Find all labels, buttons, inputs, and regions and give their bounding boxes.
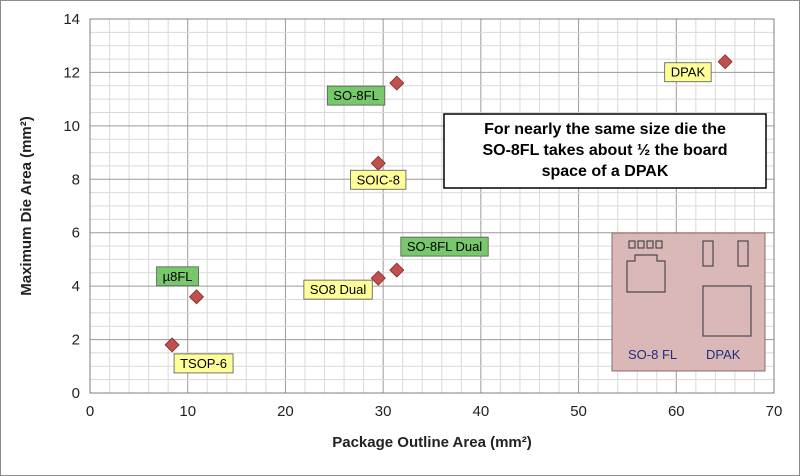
data-point	[389, 262, 405, 278]
annotation-line: SO-8FL takes about ½ the board	[482, 142, 727, 159]
x-tick-label: 40	[473, 403, 490, 420]
dpak-pads-icon	[702, 240, 752, 337]
y-tick-label: 0	[72, 385, 80, 402]
data-point	[389, 75, 405, 91]
point-labels: TSOP-6 µ8FL SO8 Dual SO-8FL Dual SOIC-8 SO-8F…	[156, 62, 712, 374]
point-label-box	[664, 62, 712, 83]
so8fl-pads-icon	[626, 240, 666, 293]
point-label: SOIC-8	[350, 169, 407, 190]
y-axis-title: Maximum Die Area (mm²)	[18, 116, 35, 296]
point-label-box	[156, 266, 199, 287]
y-tick-label: 6	[72, 225, 80, 242]
x-axis-title: Package Outline Area (mm²)	[332, 434, 532, 451]
package-inset: SO-8 FL DPAK	[611, 232, 766, 372]
point-label: SO8 Dual	[303, 279, 373, 300]
point-label: TSOP-6	[173, 353, 234, 374]
point-label-text: DPAK	[671, 65, 706, 80]
y-tick-label: 8	[72, 171, 80, 188]
y-tick-label: 4	[72, 278, 80, 295]
point-label: DPAK	[664, 62, 712, 83]
point-label: µ8FL	[156, 266, 199, 287]
point-label-box	[326, 85, 386, 106]
annotation-line: space of a DPAK	[542, 163, 669, 180]
x-tick-label: 30	[375, 403, 392, 420]
x-tick-label: 50	[570, 403, 587, 420]
annotation-line: For nearly the same size die the	[484, 121, 726, 138]
point-label-box	[350, 169, 407, 190]
y-tick-label: 14	[63, 11, 80, 28]
x-tick-label: 70	[766, 403, 783, 420]
point-label-text: TSOP-6	[180, 356, 227, 371]
point-label-box	[400, 236, 489, 257]
point-label-text: SOIC-8	[357, 172, 400, 187]
tick-labels: 0 10 20 30 40 50 60 70 0 2 4 6 8 10 12 14	[63, 11, 782, 420]
plot-frame	[89, 18, 775, 394]
inset-label-so8fl: SO-8 FL	[628, 347, 677, 362]
inset-background	[611, 232, 766, 372]
x-tick-label: 20	[277, 403, 294, 420]
data-point	[370, 270, 386, 286]
point-label-text: SO-8FL	[333, 88, 379, 103]
point-label-text: SO8 Dual	[310, 282, 366, 297]
point-label: SO-8FL	[326, 85, 386, 106]
point-label-text: SO-8FL Dual	[407, 239, 482, 254]
inset-label-dpak: DPAK	[706, 347, 741, 362]
data-point	[717, 54, 733, 70]
data-point	[188, 289, 205, 305]
y-tick-label: 10	[63, 118, 80, 135]
y-tick-label: 12	[63, 64, 80, 81]
x-tick-label: 0	[86, 403, 94, 420]
x-tick-label: 60	[668, 403, 685, 420]
point-label: SO-8FL Dual	[400, 236, 489, 257]
point-label-box	[303, 279, 373, 300]
point-label-box	[173, 353, 234, 374]
point-label-text: µ8FL	[163, 269, 193, 284]
annotation-box: For nearly the same size die the SO-8FL …	[443, 113, 767, 189]
y-tick-label: 2	[72, 332, 80, 349]
x-tick-label: 10	[179, 403, 196, 420]
data-point	[164, 337, 180, 353]
